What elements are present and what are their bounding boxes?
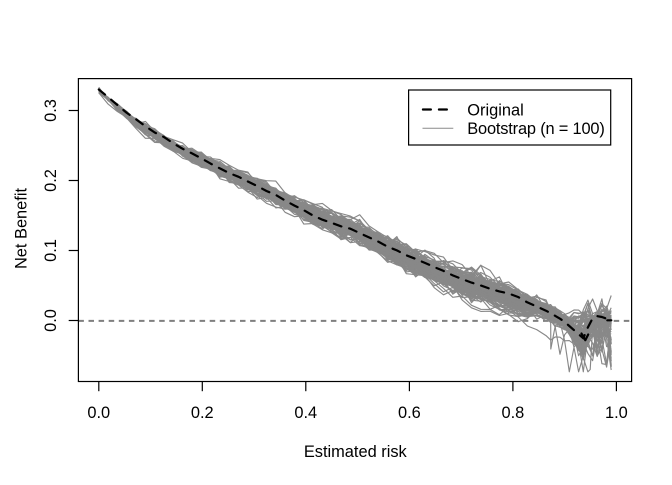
svg-text:0.3: 0.3: [42, 99, 60, 122]
svg-text:0.0: 0.0: [42, 309, 60, 332]
svg-text:0.2: 0.2: [191, 404, 214, 422]
svg-text:1.0: 1.0: [605, 404, 628, 422]
svg-text:0.8: 0.8: [502, 404, 525, 422]
svg-text:Net Benefit: Net Benefit: [13, 188, 31, 270]
svg-text:0.2: 0.2: [42, 169, 60, 192]
svg-text:0.0: 0.0: [87, 404, 110, 422]
svg-text:0.4: 0.4: [294, 404, 317, 422]
svg-text:0.1: 0.1: [42, 239, 60, 262]
svg-text:Original: Original: [467, 101, 523, 119]
svg-text:Estimated risk: Estimated risk: [304, 443, 408, 461]
svg-text:Bootstrap (n = 100): Bootstrap (n = 100): [467, 120, 604, 138]
svg-text:0.6: 0.6: [398, 404, 421, 422]
